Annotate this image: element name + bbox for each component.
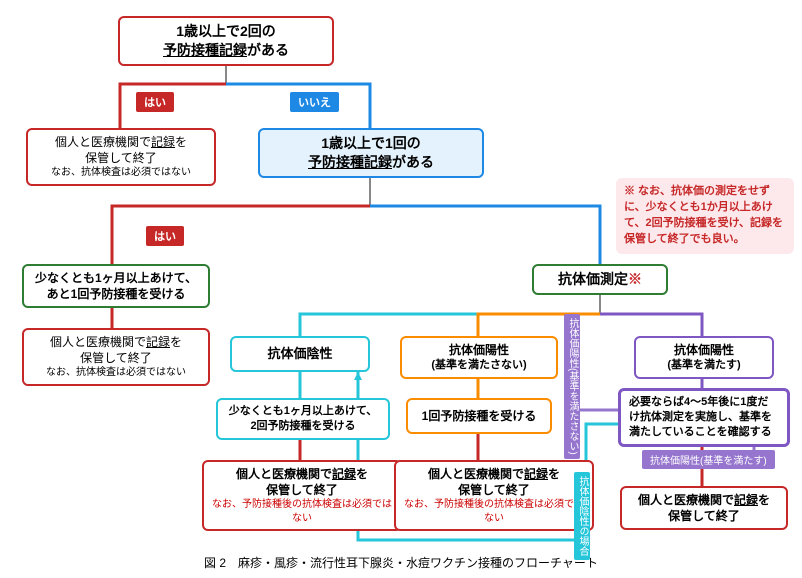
figure-caption: 図 2 麻疹・風疹・流行性耳下腺炎・水痘ワクチン接種のフローチャート — [0, 554, 802, 571]
node-one-more-dose: 少なくとも1ヶ月以上あけて、 あと1回予防接種を受ける — [22, 264, 210, 308]
node-record-end-5: 個人と医療機関で記録を 保管して終了 — [620, 486, 788, 530]
node-positive-low: 抗体価陽性 (基準を満たさない) — [400, 336, 558, 379]
node-record-end-3: 個人と医療機関で記録を 保管して終了 なお、予防接種後の抗体検査は必須ではない — [202, 460, 402, 531]
vtext-positive-low: 抗体価陽性(基準を満たさない) — [564, 314, 580, 459]
node-two-more-doses: 少なくとも1ヶ月以上あけて、 2回予防接種を受ける — [216, 398, 390, 440]
node-positive-ok: 抗体価陽性 (基準を満たす) — [634, 336, 774, 379]
node-negative: 抗体価陰性 — [230, 336, 370, 372]
tag-positive-meets: 抗体価陽性(基準を満たす) — [642, 450, 775, 469]
node-record-end-1: 個人と医療機関で記録を 保管して終了 なお、抗体検査は必須ではない — [26, 128, 216, 186]
label-no-1: いいえ — [290, 92, 339, 112]
node-antibody-test: 抗体価測定※ — [532, 264, 668, 295]
node-retest-4-5y: 必要ならば4～5年後に1度だけ抗体測定を実施し、基準を満たしていることを確認する — [618, 388, 790, 447]
n1-l1: 1歳以上で2回の — [128, 22, 324, 41]
label-yes-2: はい — [146, 226, 184, 246]
vtext-negative: 抗体価陰性の場合 — [574, 472, 590, 560]
node-one-dose: 1回予防接種を受ける — [406, 398, 552, 434]
node-record-end-2: 個人と医療機関で記録を 保管して終了 なお、抗体検査は必須ではない — [22, 328, 210, 386]
node-one-record: 1歳以上で1回の 予防接種記録がある — [258, 128, 484, 178]
node-record-end-4: 個人と医療機関で記録を 保管して終了 なお、予防接種後の抗体検査は必須ではない — [394, 460, 594, 531]
note-measurement-optional: ※ なお、抗体価の測定をせずに、少なくとも1か月以上あけて、2回予防接種を受け、… — [616, 178, 794, 254]
node-two-records: 1歳以上で2回の 予防接種記録がある — [118, 16, 334, 66]
label-yes-1: はい — [136, 92, 174, 112]
